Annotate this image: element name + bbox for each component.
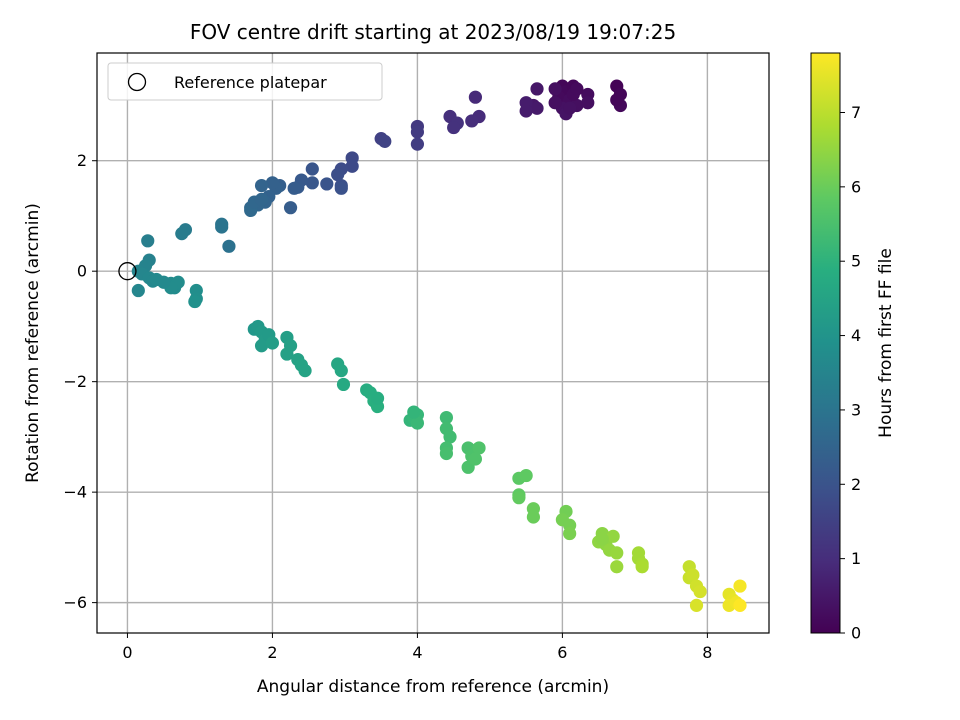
data-point — [570, 82, 584, 96]
y-tick-label: 0 — [77, 262, 87, 281]
data-point — [131, 283, 145, 298]
plot-frame — [96, 52, 770, 634]
data-point — [410, 125, 425, 139]
data-point — [370, 391, 385, 405]
scatter-points — [131, 79, 747, 612]
y-tick-label: −4 — [63, 483, 87, 502]
colorbar-tick-label: 4 — [851, 326, 861, 345]
y-tick-label: −6 — [63, 593, 87, 612]
data-point — [215, 217, 229, 231]
data-point — [610, 93, 624, 107]
data-point — [298, 364, 312, 378]
data-point — [512, 491, 526, 505]
legend-label: Reference platepar — [174, 73, 327, 92]
data-point — [334, 181, 348, 195]
data-point — [222, 239, 236, 253]
data-point — [336, 377, 351, 392]
data-point — [157, 275, 171, 289]
colorbar-label: Hours from first FF file — [876, 248, 896, 438]
data-point — [581, 96, 595, 110]
colorbar-tick-label: 6 — [851, 177, 861, 196]
data-point — [439, 446, 454, 461]
x-tick-label: 0 — [122, 643, 132, 662]
y-axis-ticks: −6 −4 −2 0 2 — [63, 151, 97, 612]
data-point — [407, 405, 421, 419]
x-tick-label: 8 — [702, 643, 712, 662]
data-point — [141, 234, 155, 248]
data-point — [254, 339, 269, 353]
legend-marker — [127, 72, 147, 92]
data-point — [635, 560, 649, 574]
chart-title: FOV centre drift starting at 2023/08/19 … — [190, 20, 676, 44]
x-axis-label: Angular distance from reference (arcmin) — [257, 677, 609, 697]
data-point — [175, 227, 189, 241]
y-axis-label: Rotation from reference (arcmin) — [23, 203, 43, 483]
data-point — [345, 159, 359, 173]
colorbar-tick-label: 5 — [851, 252, 861, 271]
data-point — [265, 336, 280, 350]
data-point — [305, 176, 319, 190]
data-point — [519, 468, 533, 483]
y-tick-label: −2 — [63, 372, 87, 391]
data-point — [378, 134, 392, 148]
data-point — [563, 101, 577, 115]
data-point — [610, 546, 624, 560]
x-tick-label: 6 — [557, 643, 567, 662]
x-tick-label: 2 — [267, 643, 277, 662]
plot-area — [97, 53, 769, 633]
colorbar-tick-label: 2 — [851, 475, 861, 494]
data-point — [733, 598, 747, 612]
colorbar: 0 1 2 3 4 5 6 7 Hours from first FF file — [810, 52, 896, 643]
data-point — [610, 560, 624, 574]
data-point — [693, 584, 707, 599]
data-point — [689, 598, 704, 612]
data-point — [530, 101, 544, 115]
data-point — [439, 410, 454, 425]
colorbar-ticks: 0 1 2 3 4 5 6 7 — [840, 103, 861, 643]
data-point — [443, 430, 457, 444]
data-point — [447, 120, 461, 135]
data-point — [530, 82, 544, 96]
data-point — [526, 510, 541, 524]
data-point — [188, 294, 202, 309]
colorbar-tick-label: 3 — [851, 400, 861, 419]
legend: Reference platepar — [107, 62, 383, 101]
data-point — [283, 201, 298, 215]
data-point — [686, 568, 700, 582]
colorbar-tick-label: 1 — [851, 549, 861, 568]
data-point — [320, 177, 334, 191]
reference-marker — [118, 262, 137, 281]
data-point — [468, 90, 483, 104]
data-point — [410, 137, 425, 151]
data-point — [287, 181, 301, 195]
data-point — [305, 162, 319, 176]
data-point — [472, 441, 486, 455]
data-point — [331, 167, 345, 182]
x-axis-ticks: 0 2 4 6 8 — [122, 633, 712, 662]
data-point — [254, 192, 269, 206]
data-point — [265, 176, 280, 190]
legend-box — [107, 62, 383, 101]
x-tick-label: 4 — [412, 643, 422, 662]
colorbar-gradient — [810, 52, 841, 634]
data-point — [334, 364, 348, 378]
colorbar-tick-label: 7 — [851, 103, 861, 122]
data-point — [606, 529, 620, 543]
data-point — [254, 178, 269, 193]
data-point — [410, 416, 425, 430]
data-point — [519, 104, 533, 118]
data-point — [733, 579, 747, 593]
colorbar-tick-label: 0 — [851, 624, 861, 643]
data-point — [548, 96, 562, 110]
data-point — [468, 452, 483, 466]
data-point — [280, 347, 294, 361]
data-point — [465, 114, 479, 128]
y-tick-label: 2 — [77, 151, 87, 170]
data-point — [563, 526, 577, 541]
data-point — [595, 532, 609, 546]
data-point — [548, 82, 562, 96]
